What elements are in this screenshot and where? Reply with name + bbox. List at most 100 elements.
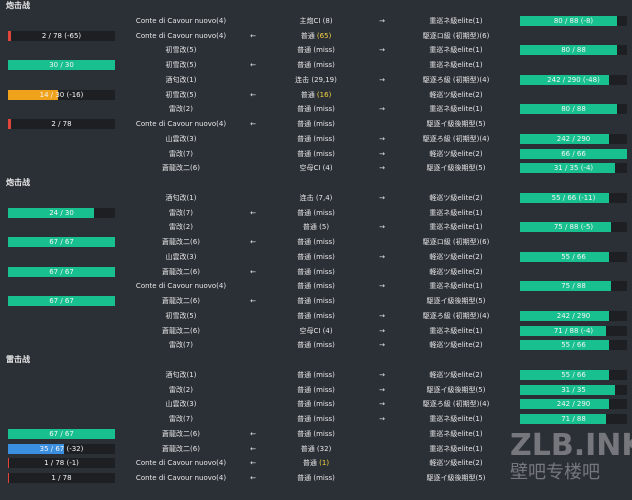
attack-type: 普通 [297,282,312,291]
hp-bar: 1 / 78 (-1) [8,458,115,469]
attacker: Conte di Cavour nuovo(4) [135,474,227,482]
target: 軽巡ツ級elite(2) [429,370,483,379]
hp-fill [520,192,610,203]
direction-arrow: ← [250,208,256,217]
attack-type: 普通 [297,252,312,261]
target: 重巡ネ級elite(1) [429,105,483,114]
hp-bar: 67 / 67 [8,266,115,277]
hp-label: 71 / 88 [561,415,586,423]
attack-damage: (32) [316,444,332,453]
attack-type: 普通 [302,223,317,232]
attack-type: 空母CI [299,164,321,173]
attack: 普通 (miss) [297,429,335,439]
hp-label: 55 / 66 [561,341,586,350]
attacker: 蒼龍改二(6) [162,267,200,276]
target: 重巡ネ級elite(1) [429,46,483,55]
attack-damage: (16) [316,90,332,99]
hp-bar: 80 / 88 (-8) [520,15,627,26]
hp-bar: 75 / 88 (-5) [520,222,627,233]
target: 駆逐イ級後期型(5) [426,385,486,394]
attacker: 酒匂改(1) [165,75,197,84]
hp-label: 31 / 35 [561,385,586,394]
direction-arrow: ← [250,61,256,69]
attacker: 初雪改(5) [165,46,197,55]
attack-damage: (miss) [313,208,335,217]
attack-damage: (miss) [313,149,335,158]
attack-type: 普通 [297,105,312,114]
direction-arrow: ← [250,267,256,276]
attack: 普通 (miss) [297,281,335,291]
attacker: 雷改(7) [169,149,193,158]
attack: 普通 (miss) [297,296,335,306]
hp-fill [520,340,610,351]
attacker: Conte di Cavour nuovo(4) [135,459,227,468]
hp-label: 1 / 78 (-1) [44,459,79,468]
target: 軽巡ツ級elite(2) [429,252,483,261]
attack: 空母CI (4) [299,326,332,336]
hp-label: 242 / 290 (-48) [547,75,600,84]
target: 重巡ネ級elite(1) [429,429,483,438]
direction-arrow: → [379,341,385,350]
hp-bar: 2 / 78 (-65) [8,30,115,41]
direction-arrow: → [379,164,385,173]
attack-type: 普通 [297,134,312,143]
attack: 普通 (miss) [297,60,335,70]
hp-label: 67 / 67 [49,267,74,276]
hp-fill [8,89,58,100]
section-title: 炮击战 [6,1,30,10]
hp-bar: 242 / 290 [520,399,627,410]
target: 重巡ネ級elite(1) [429,326,483,335]
hp-label: 2 / 78 (-65) [41,31,82,40]
target: 重巡ネ級elite(1) [429,282,483,291]
target: 駆逐イ級後期型(5) [426,297,486,305]
hp-fill [8,473,10,483]
attack-type: 普通 [297,208,312,217]
target: 軽巡ツ級elite(2) [429,149,483,158]
direction-arrow: → [379,326,385,335]
attacker: 蒼龍改二(6) [162,326,200,335]
hp-fill [520,384,615,395]
hp-fill [520,399,610,410]
attack: 普通 (miss) [297,104,335,114]
hp-bar: 75 / 88 [520,281,627,292]
direction-arrow: ← [250,459,256,468]
attack-damage: (29,19) [311,75,337,84]
target: 駆逐ロ級 (初期型)(6) [422,31,490,40]
attack-damage: (miss) [313,238,335,246]
watermark: ZLB.INK 壁吧专楼吧 [510,430,632,484]
hp-bar: 242 / 290 (-48) [520,74,627,85]
direction-arrow: ← [250,444,256,453]
target: 駆逐ろ級 (初期型)(4) [422,400,490,409]
attack: 普通 (miss) [297,473,335,483]
direction-arrow: → [379,252,385,261]
section-title: 炮击战 [6,178,30,187]
attack-type: 连击 [299,193,314,202]
target: 軽巡ツ級elite(2) [429,459,483,468]
target: 重巡ネ級elite(1) [429,208,483,217]
attack-type: 普通 [302,459,317,468]
target: 軽巡ツ級elite(2) [429,193,483,202]
direction-arrow: ← [250,238,256,246]
attack-damage: (4) [322,326,333,335]
hp-bar: 242 / 290 [520,310,627,321]
hp-label: 14 / 30 (-16) [39,90,84,99]
attacker: 雷改(7) [169,415,193,423]
attack-type: 普通 [297,238,312,246]
direction-arrow: ← [250,90,256,99]
direction-arrow: → [379,370,385,379]
target: 重巡ネ級elite(1) [429,415,483,423]
attack: 普通 (1) [303,458,329,468]
hp-label: 75 / 88 [561,282,586,291]
attack: 普通 (16) [301,90,332,100]
attack-type: 普通 [297,61,312,69]
hp-label: 66 / 66 [561,149,586,158]
hp-bar: 67 / 67 [8,296,115,306]
attack-type: 普通 [297,341,312,350]
hp-bar: 67 / 67 [8,428,115,439]
hp-bar: 55 / 66 [520,340,627,351]
hp-fill [8,60,115,70]
direction-arrow: ← [250,429,256,438]
attack-type: 普通 [297,400,312,409]
direction-arrow: → [379,193,385,202]
hp-fill [520,369,610,380]
